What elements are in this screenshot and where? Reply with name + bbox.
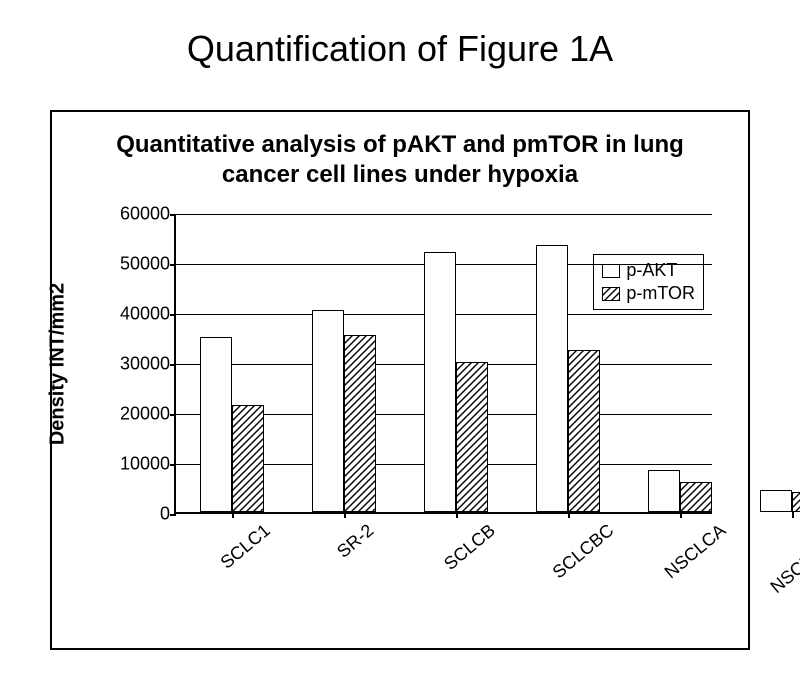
legend: p-AKTp-mTOR	[593, 254, 704, 310]
x-axis-label: NSCLCALC	[766, 520, 800, 598]
x-axis-label: NSCLCA	[661, 520, 730, 583]
bar-pmtor	[344, 335, 376, 513]
bar-pakt	[200, 337, 232, 512]
legend-swatch-icon	[602, 287, 620, 301]
plot-area: p-AKTp-mTOR 0100002000030000400005000060…	[174, 214, 712, 514]
bar-pakt	[648, 470, 680, 513]
legend-item: p-mTOR	[602, 282, 695, 305]
x-tick	[344, 512, 346, 518]
bar-pakt	[312, 310, 344, 513]
bar-pmtor	[456, 362, 488, 512]
y-tick-label: 20000	[120, 404, 176, 425]
y-tick-label: 30000	[120, 354, 176, 375]
x-tick	[568, 512, 570, 518]
y-tick-label: 40000	[120, 304, 176, 325]
bar-pakt	[760, 490, 792, 513]
gridline	[176, 214, 712, 215]
legend-item: p-AKT	[602, 259, 695, 282]
x-tick	[232, 512, 234, 518]
plot-wrap: Density INT/mm2 p-AKTp-mTOR 010000200003…	[66, 214, 734, 514]
x-tick	[792, 512, 794, 518]
bar-pmtor	[232, 405, 264, 513]
x-axis-label: SCLC1	[217, 520, 275, 573]
page-title: Quantification of Figure 1A	[0, 0, 800, 90]
x-axis-label: SCLCB	[440, 520, 499, 575]
bar-pakt	[536, 245, 568, 513]
y-tick-label: 10000	[120, 454, 176, 475]
bar-pakt	[424, 252, 456, 512]
y-axis-label: Density INT/mm2	[47, 283, 70, 445]
bar-pmtor	[568, 350, 600, 513]
bar-pmtor	[792, 492, 800, 512]
y-tick-label: 60000	[120, 204, 176, 225]
x-axis-label: SCLCBC	[549, 520, 618, 583]
x-axis-label: SR-2	[333, 520, 378, 562]
legend-label: p-mTOR	[626, 283, 695, 304]
x-tick	[456, 512, 458, 518]
bar-pmtor	[680, 482, 712, 512]
chart-title: Quantitative analysis of pAKT and pmTOR …	[66, 130, 734, 196]
x-tick	[680, 512, 682, 518]
y-tick-label: 0	[160, 504, 176, 525]
y-tick-label: 50000	[120, 254, 176, 275]
chart-container: Quantitative analysis of pAKT and pmTOR …	[50, 110, 750, 650]
legend-swatch-icon	[602, 264, 620, 278]
